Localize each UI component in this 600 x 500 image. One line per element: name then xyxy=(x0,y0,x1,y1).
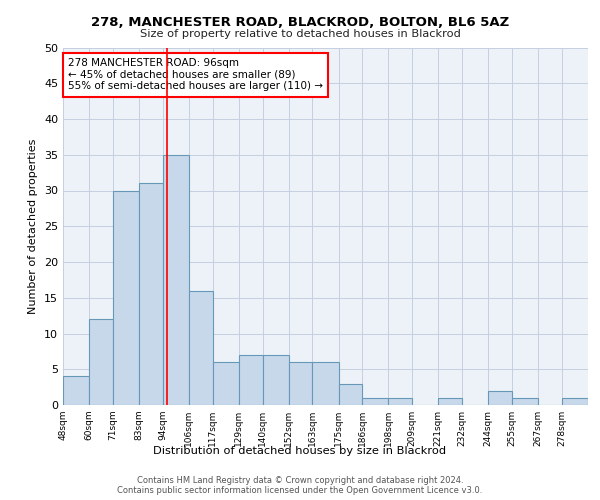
Text: Contains public sector information licensed under the Open Government Licence v3: Contains public sector information licen… xyxy=(118,486,482,495)
Bar xyxy=(139,184,163,405)
Bar xyxy=(562,398,588,405)
Bar xyxy=(338,384,362,405)
Text: Distribution of detached houses by size in Blackrod: Distribution of detached houses by size … xyxy=(154,446,446,456)
Bar xyxy=(388,398,412,405)
Bar xyxy=(488,390,512,405)
Text: 278, MANCHESTER ROAD, BLACKROD, BOLTON, BL6 5AZ: 278, MANCHESTER ROAD, BLACKROD, BOLTON, … xyxy=(91,16,509,29)
Text: Contains HM Land Registry data © Crown copyright and database right 2024.: Contains HM Land Registry data © Crown c… xyxy=(137,476,463,485)
Text: Size of property relative to detached houses in Blackrod: Size of property relative to detached ho… xyxy=(140,29,460,39)
Bar xyxy=(212,362,239,405)
Y-axis label: Number of detached properties: Number of detached properties xyxy=(28,138,38,314)
Bar xyxy=(63,376,89,405)
Bar xyxy=(163,155,189,405)
Bar xyxy=(313,362,338,405)
Bar xyxy=(512,398,538,405)
Bar xyxy=(289,362,313,405)
Bar xyxy=(263,355,289,405)
Bar xyxy=(113,190,139,405)
Bar xyxy=(362,398,388,405)
Bar xyxy=(89,319,113,405)
Bar xyxy=(189,290,212,405)
Bar xyxy=(239,355,263,405)
Text: 278 MANCHESTER ROAD: 96sqm
← 45% of detached houses are smaller (89)
55% of semi: 278 MANCHESTER ROAD: 96sqm ← 45% of deta… xyxy=(68,58,323,92)
Bar xyxy=(439,398,462,405)
